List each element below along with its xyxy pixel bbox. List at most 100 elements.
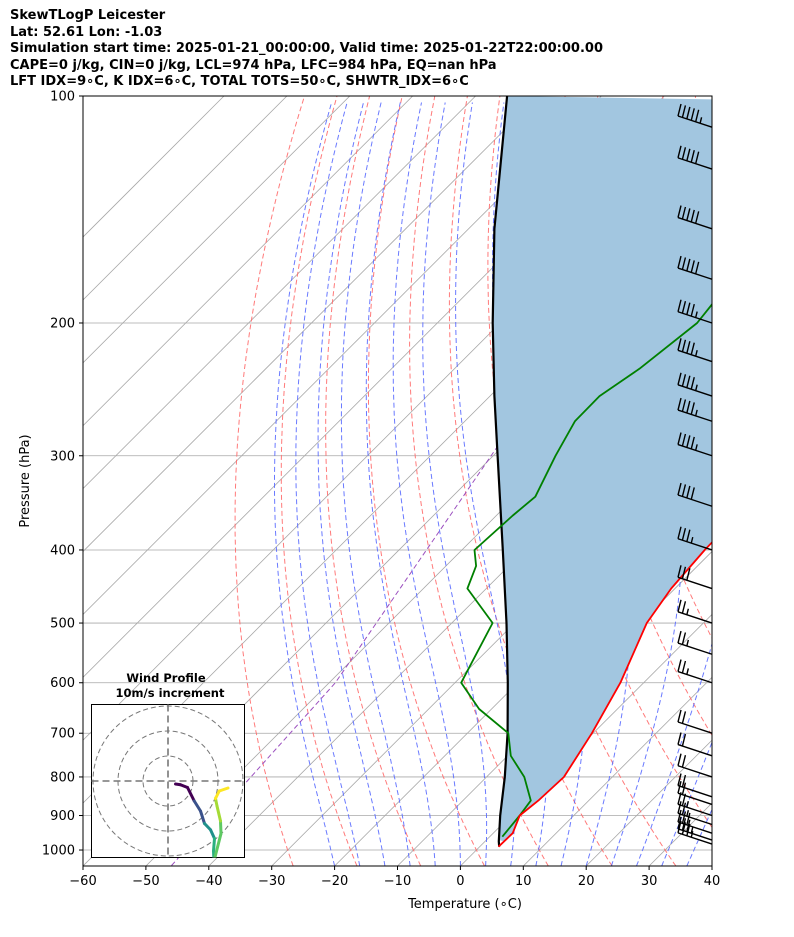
moist-adiabat xyxy=(582,102,632,866)
x-tick-label: 10 xyxy=(515,874,532,889)
wind-barb xyxy=(677,255,713,280)
hodograph-segment xyxy=(217,786,230,793)
y-tick-label: 200 xyxy=(50,316,75,331)
y-tick-label: 1000 xyxy=(42,844,75,859)
x-tick-label: 40 xyxy=(704,874,721,889)
profile-layer xyxy=(460,96,712,848)
dry-adiabat xyxy=(234,96,305,866)
x-tick-label: −20 xyxy=(321,874,348,889)
title-line-times: Simulation start time: 2025-01-21_00:00:… xyxy=(10,41,603,56)
dewpoint-line xyxy=(460,302,712,838)
isotherm-line xyxy=(83,96,602,615)
wind-barb xyxy=(677,732,713,757)
isotherm-line xyxy=(83,96,351,364)
hodograph-title: Wind Profile xyxy=(126,671,206,685)
hodograph-segment xyxy=(186,786,196,803)
wind-barb xyxy=(677,372,713,397)
x-tick-label: −30 xyxy=(258,874,285,889)
x-tick-label: −10 xyxy=(384,874,411,889)
moist-adiabat xyxy=(392,102,461,866)
y-tick-label: 700 xyxy=(50,727,75,742)
y-axis-label: Pressure (hPa) xyxy=(18,434,33,527)
dry-adiabat xyxy=(325,96,422,866)
wind-barb xyxy=(677,753,713,778)
title-line-indices-1: CAPE=0 j/kg, CIN=0 j/kg, LCL=974 hPa, LF… xyxy=(10,57,497,73)
axis-ticks: −60 −50 −40 −30 −20 −10 0 10 20 30 40 100 200 300 400 5… xyxy=(42,90,720,890)
x-tick-label: −50 xyxy=(132,874,159,889)
wind-barb xyxy=(677,432,713,457)
hodograph: Wind Profile 10m/s increment xyxy=(91,671,245,858)
wind-barb xyxy=(677,482,713,507)
parcel-profile-line xyxy=(491,96,509,847)
moist-adiabat xyxy=(711,864,712,866)
x-axis-label: Temperature (∘C) xyxy=(407,897,522,912)
wind-barb xyxy=(677,709,713,734)
wind-barb xyxy=(677,781,713,806)
wind-barb xyxy=(677,526,713,551)
dry-adiabat xyxy=(280,96,358,866)
wind-barb xyxy=(677,565,713,590)
moist-adiabat xyxy=(317,102,386,866)
wind-barb xyxy=(677,773,713,798)
isotherm-line xyxy=(334,488,712,866)
title-line-location: Lat: 52.61 Lon: -1.03 xyxy=(10,24,163,40)
moist-adiabat xyxy=(737,103,794,867)
x-tick-label: 20 xyxy=(578,874,595,889)
moist-adiabat xyxy=(686,808,712,866)
moist-adiabat xyxy=(365,102,436,866)
y-tick-label: 100 xyxy=(50,90,75,105)
wind-barb xyxy=(677,205,713,230)
moist-adiabat xyxy=(340,102,411,866)
isotherm-line xyxy=(83,96,539,553)
y-tick-label: 900 xyxy=(50,809,75,824)
x-tick-label: −60 xyxy=(69,874,96,889)
x-tick-label: 0 xyxy=(456,874,464,889)
wind-barb xyxy=(677,299,713,324)
hodograph-segment xyxy=(209,828,216,840)
wind-barb xyxy=(677,599,713,624)
y-tick-label: 600 xyxy=(50,676,75,691)
hodograph-subtitle: 10m/s increment xyxy=(116,686,225,700)
wind-barbs xyxy=(677,103,713,845)
temperature-line xyxy=(497,541,712,848)
cape-area xyxy=(492,96,712,842)
moist-adiabat xyxy=(661,741,712,866)
hodograph-segment xyxy=(199,809,206,825)
hodograph-segment xyxy=(213,832,223,858)
moist-adiabat xyxy=(422,102,488,866)
chart-title: SkewTLogP Leicester Lat: 52.61 Lon: -1.0… xyxy=(10,8,603,91)
title-line-indices-2: LFT IDX=9∘C, K IDX=6∘C, TOTAL TOTS=50∘C,… xyxy=(10,74,469,89)
hodograph-segment xyxy=(215,804,222,823)
wind-barb xyxy=(677,397,713,422)
dry-adiabat xyxy=(761,96,794,866)
wind-barb xyxy=(677,659,713,684)
isotherm-line xyxy=(523,676,712,866)
y-tick-label: 300 xyxy=(50,449,75,464)
cape-fill xyxy=(492,96,712,842)
title-line-station: SkewTLogP Leicester xyxy=(10,8,166,23)
wind-barb xyxy=(677,145,713,170)
dry-adiabat xyxy=(367,96,485,866)
wind-barb xyxy=(677,809,713,834)
isotherm-line xyxy=(83,96,225,238)
hodograph-segment xyxy=(212,837,216,853)
dry-adiabat xyxy=(728,96,794,866)
wind-barb xyxy=(677,103,713,128)
isotherm-line xyxy=(83,96,413,427)
hodograph-segment xyxy=(192,799,202,813)
wind-barb xyxy=(677,630,713,655)
moist-adiabat xyxy=(274,102,336,866)
isotherm-line xyxy=(83,96,288,301)
hodograph-segment xyxy=(219,819,223,835)
x-tick-label: −40 xyxy=(195,874,222,889)
x-tick-label: 30 xyxy=(641,874,658,889)
y-tick-label: 800 xyxy=(50,770,75,785)
isotherm-line xyxy=(83,96,476,490)
wind-barb xyxy=(677,338,713,363)
moist-adiabat xyxy=(295,102,361,866)
isotherm-line xyxy=(711,865,712,866)
y-tick-label: 400 xyxy=(50,543,75,558)
y-tick-label: 500 xyxy=(50,617,75,632)
wind-barb xyxy=(677,801,713,826)
